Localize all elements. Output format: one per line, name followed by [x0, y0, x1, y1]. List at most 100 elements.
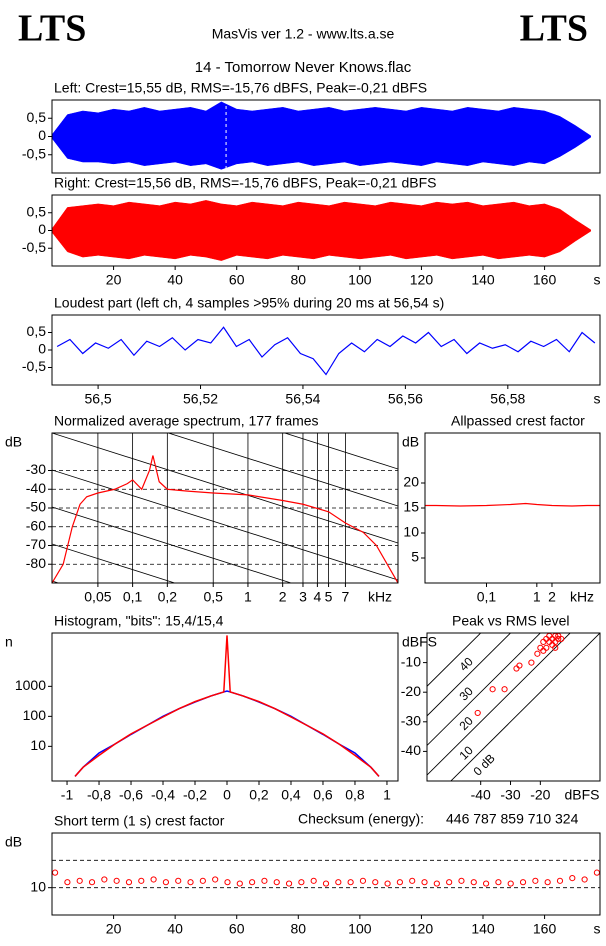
x-tick-label: 1 [533, 589, 541, 605]
y-tick-label: 0 [38, 221, 46, 237]
chart-title: Histogram, "bits": 15,4/15,4 [54, 613, 224, 629]
plot-data [52, 433, 398, 583]
point [433, 880, 440, 887]
x-unit: dBFS [564, 787, 599, 803]
point [199, 877, 206, 884]
plot-data [74, 635, 380, 777]
y-tick-label: 0 [38, 127, 46, 143]
x-tick-label: -0,8 [87, 787, 111, 803]
data-line [52, 455, 398, 583]
point [446, 879, 453, 886]
y-tick-label: -0,5 [22, 145, 46, 161]
chart-title: Normalized average spectrum, 177 frames [54, 413, 319, 429]
y-tick-label: -30 [26, 461, 46, 477]
point [76, 877, 83, 884]
point [519, 879, 527, 886]
slope-line [283, 433, 398, 470]
x-tick-label: 40 [167, 921, 183, 937]
point [113, 877, 120, 884]
chart-title: Short term (1 s) crest factor [54, 813, 225, 829]
y-tick-label: 100 [23, 707, 47, 723]
x-tick-label: 0,05 [84, 589, 111, 605]
chart-title: Allpassed crest factor [451, 413, 585, 429]
y-tick-label: -0,5 [22, 239, 46, 255]
point [470, 879, 477, 886]
plot-data [56, 326, 596, 376]
x-tick-label: 60 [229, 272, 245, 288]
y-tick-label: -60 [26, 517, 46, 533]
data-line [56, 326, 596, 376]
logo-left: LTS [18, 8, 86, 50]
point [187, 879, 194, 886]
y-tick-label: -20 [401, 683, 421, 699]
point [489, 686, 496, 693]
x-tick-label: -40 [471, 787, 491, 803]
x-tick-label: 2 [279, 589, 287, 605]
point [322, 880, 330, 887]
y-tick-label: -40 [26, 480, 46, 496]
x-tick-label: 3 [299, 589, 307, 605]
waveform-envelope [52, 200, 592, 231]
y-tick-label: 10 [30, 737, 46, 753]
point [150, 876, 157, 883]
x-tick-label: 140 [471, 272, 495, 288]
point [224, 879, 231, 886]
chart-title: Peak vs RMS level [452, 613, 569, 629]
y-tick-label: 20 [403, 474, 419, 490]
point [396, 879, 403, 886]
y-tick-label: -10 [401, 653, 421, 669]
x-tick-label: 0,1 [477, 589, 497, 605]
x-tick-label: 0 [223, 787, 231, 803]
y-tick-label: -50 [26, 499, 46, 515]
x-tick-label: -20 [530, 787, 550, 803]
slope-line [52, 506, 293, 583]
crest-line [427, 633, 571, 776]
plot-frame [426, 632, 601, 782]
x-tick-label: 0,4 [281, 787, 301, 803]
y-unit: dB [5, 434, 22, 450]
y-tick-label: 15 [403, 499, 419, 515]
x-tick-label: 2 [548, 589, 556, 605]
x-unit: kHz [570, 589, 594, 605]
point [421, 879, 428, 886]
point [555, 635, 562, 643]
x-tick-label: -1 [61, 787, 74, 803]
point [544, 879, 551, 886]
y-unit: dB [402, 434, 419, 450]
x-tick-label: 100 [348, 921, 372, 937]
point [540, 647, 547, 654]
y-tick-label: -0,5 [22, 358, 46, 374]
file-name: 14 - Tomorrow Never Knows.flac [195, 59, 412, 76]
plot-frame [51, 632, 399, 782]
x-tick-label: 0,1 [123, 589, 143, 605]
point [175, 877, 182, 884]
plot-data [427, 633, 600, 781]
x-tick-label: 56,54 [285, 391, 320, 407]
point [516, 662, 523, 669]
point [501, 686, 508, 693]
plot-frame [51, 314, 601, 386]
waveform-envelope [52, 136, 592, 170]
x-tick-label: 0,2 [158, 589, 178, 605]
x-tick-label: 20 [106, 272, 122, 288]
y-tick-label: 1000 [15, 677, 46, 693]
x-tick-label: 80 [291, 272, 307, 288]
chart-title: Right: Crest=15,56 dB, RMS=-15,76 dBFS, … [54, 175, 436, 191]
point [125, 879, 133, 886]
x-tick-label: 1 [244, 589, 252, 605]
x-tick-label: 160 [533, 921, 557, 937]
data-line [425, 502, 600, 507]
point [162, 879, 170, 886]
x-tick-label: 1 [383, 787, 391, 803]
y-tick-label: 0,5 [27, 323, 47, 339]
x-tick-label: 0,2 [249, 787, 269, 803]
plot-frame [51, 194, 601, 267]
slope-line [52, 543, 176, 583]
x-tick-label: 20 [106, 921, 122, 937]
point [285, 880, 293, 887]
point [556, 877, 564, 884]
x-tick-label: 0,5 [203, 589, 223, 605]
y-tick-label: 0,5 [27, 109, 47, 125]
point [138, 877, 145, 884]
point [458, 877, 465, 884]
